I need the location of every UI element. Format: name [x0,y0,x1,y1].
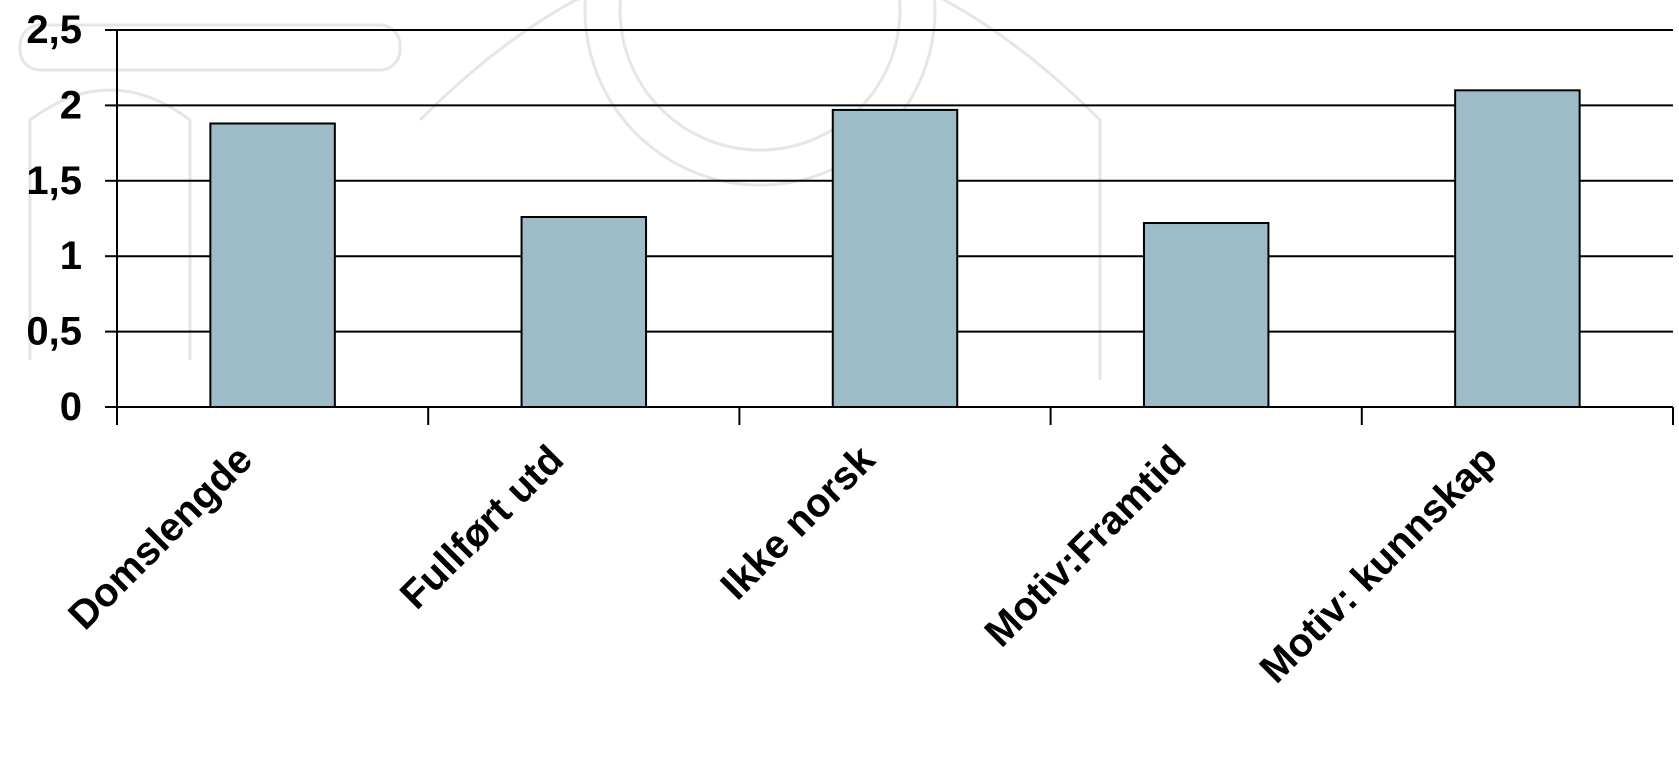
y-tick-label: 0 [60,385,82,429]
y-tick-label: 2,5 [26,8,82,52]
plot-area: 0 0,5 1 1,5 2 2,5 Domslengde Fullført utd Ikke n… [26,8,1674,692]
watermark-arch [418,0,1102,380]
bar [1142,222,1270,408]
x-tick-label: Fullført utd [392,437,572,617]
y-tick-label: 2 [60,83,82,127]
y-tick-label: 1 [60,234,82,278]
y-tick-label: 0,5 [26,310,82,354]
x-tick-label: Motiv: kunnskap [1251,437,1505,691]
bar [1454,89,1581,408]
bar [209,122,336,408]
watermark-column [28,88,192,360]
y-tick-label: 1,5 [26,159,82,203]
background-watermark [18,0,1102,380]
x-tick-label: Ikke norsk [712,437,884,609]
bar [831,108,959,408]
x-tick-label: Motiv:Framtid [976,437,1194,655]
bar [520,215,648,408]
x-tick-label: Domslengde [60,437,261,638]
watermark-ring-inner [618,0,902,152]
watermark-ring-outer [583,0,937,187]
watermark-frieze [18,23,402,72]
